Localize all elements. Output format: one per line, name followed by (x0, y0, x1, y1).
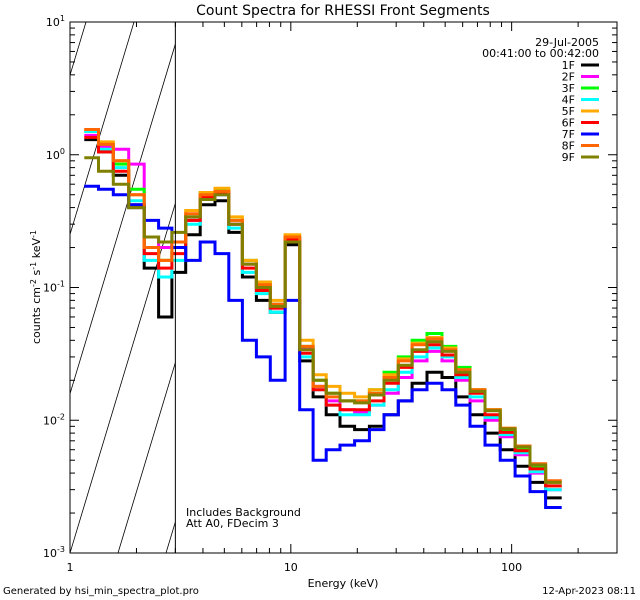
y-tick-label: 10-3 (43, 545, 65, 560)
annotation-background: Includes Background (186, 506, 301, 519)
series-line-9F (84, 156, 562, 484)
footer-generated-by: Generated by hsi_min_spectra_plot.pro (3, 586, 199, 597)
x-tick-label: 10 (284, 561, 298, 574)
date-label: 29-Jul-2005 (535, 36, 599, 49)
legend-label-3F: 3F (562, 82, 575, 95)
x-tick-label: 100 (501, 561, 522, 574)
series-line-6F (84, 135, 562, 488)
axes: 1 10 100 10-3 10-2 10-1 100 101 (43, 14, 618, 574)
legend-label-5F: 5F (562, 105, 575, 118)
y-tick-label: 10-2 (43, 412, 65, 427)
hatch-line (117, 361, 176, 553)
x-tick-label: 1 (67, 561, 74, 574)
hatch-line (70, 42, 176, 396)
legend-label-2F: 2F (562, 71, 575, 84)
y-tick-label: 100 (46, 147, 65, 162)
hatch-line (70, 201, 176, 553)
legend-label-4F: 4F (562, 94, 575, 107)
hatched-region (70, 22, 176, 553)
x-axis-label: Energy (keV) (308, 577, 379, 590)
annotation-attenuator: Att A0, FDecim 3 (186, 517, 279, 530)
legend-label-6F: 6F (562, 117, 575, 130)
hatch-line (70, 22, 135, 236)
series-line-8F (84, 128, 562, 483)
y-tick-label: 10-1 (43, 280, 65, 295)
legend-label-1F: 1F (562, 59, 575, 72)
series-line-1F (84, 138, 562, 500)
footer-timestamp: 12-Apr-2023 08:11 (542, 586, 636, 597)
chart-title: Count Spectra for RHESSI Front Segments (196, 3, 490, 19)
series-layer (84, 128, 562, 509)
legend-label-9F: 9F (562, 151, 575, 164)
series-line-7F (84, 184, 562, 509)
legend-label-7F: 7F (562, 128, 575, 141)
time-range-label: 00:41:00 to 00:42:00 (482, 47, 599, 60)
y-axis-label: counts cm-2 s-1 keV-1 (29, 230, 43, 344)
y-tick-label: 101 (46, 14, 65, 29)
legend-label-8F: 8F (562, 140, 575, 153)
